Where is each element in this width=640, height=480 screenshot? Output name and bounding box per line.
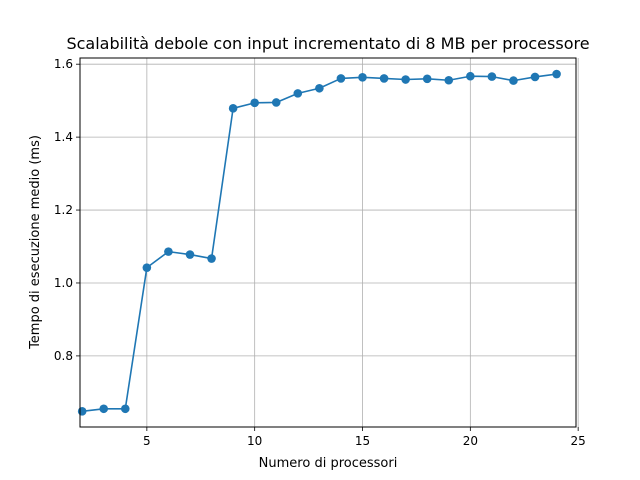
series-layer: [77, 69, 561, 416]
data-point: [530, 72, 540, 82]
data-point: [99, 404, 109, 414]
y-axis-label: Tempo di esecuzione medio (ms): [28, 135, 43, 350]
data-point: [422, 74, 432, 84]
data-point: [207, 254, 216, 263]
data-point: [271, 98, 281, 107]
y-tick-label: 1.6: [54, 57, 73, 71]
y-tick-label: 0.8: [54, 349, 73, 363]
x-axis-label: Numero di processori: [259, 456, 398, 471]
data-point: [358, 73, 367, 82]
data-point: [444, 75, 454, 85]
data-point: [142, 263, 152, 272]
data-point: [401, 75, 410, 84]
ticks: 5 10 15 20 25 0.8 1.0 1.2 1.4 1.6: [54, 57, 586, 448]
data-point: [336, 74, 346, 83]
plot-frame: [79, 57, 577, 428]
y-tick-label: 1.4: [54, 130, 73, 144]
data-point: [466, 71, 475, 81]
x-tick-label: 5: [143, 434, 151, 448]
data-point: [293, 89, 303, 98]
x-tick-label: 20: [463, 434, 478, 448]
grid: [80, 58, 579, 427]
y-tick-label: 1.0: [54, 276, 73, 290]
y-tick-label: 1.2: [54, 203, 73, 217]
data-point: [77, 407, 87, 416]
data-point: [228, 104, 238, 113]
data-point: [487, 72, 497, 81]
data-point: [250, 98, 259, 108]
data-point: [315, 83, 324, 93]
data-point: [164, 247, 173, 256]
data-point: [379, 74, 389, 83]
x-tick-label: 10: [247, 434, 262, 448]
data-point: [120, 404, 130, 414]
data-point: [509, 76, 518, 85]
x-tick-label: 25: [571, 434, 586, 448]
chart-title: Scalabilità debole con input incrementat…: [66, 34, 589, 53]
x-tick-label: 15: [355, 434, 370, 448]
data-point: [552, 69, 561, 79]
data-point: [185, 250, 195, 259]
